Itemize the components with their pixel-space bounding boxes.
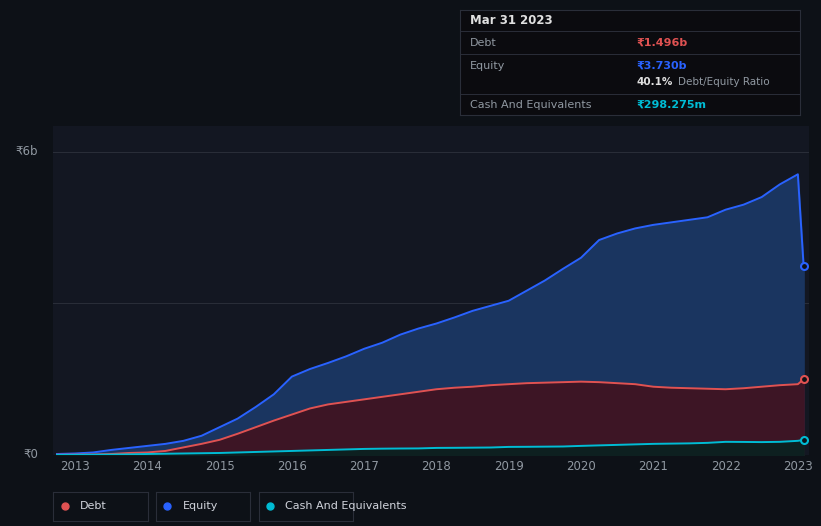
Text: ₹1.496b: ₹1.496b	[637, 37, 688, 47]
Text: ₹298.275m: ₹298.275m	[637, 99, 707, 109]
Text: ₹6b: ₹6b	[16, 145, 39, 158]
Text: Equity: Equity	[182, 501, 218, 511]
Text: Cash And Equivalents: Cash And Equivalents	[285, 501, 406, 511]
Text: Debt: Debt	[470, 37, 497, 47]
Text: ₹0: ₹0	[23, 449, 39, 461]
Text: Mar 31 2023: Mar 31 2023	[470, 14, 553, 27]
Text: Equity: Equity	[470, 60, 506, 70]
Text: Debt: Debt	[80, 501, 107, 511]
Text: Cash And Equivalents: Cash And Equivalents	[470, 99, 592, 109]
Text: Debt/Equity Ratio: Debt/Equity Ratio	[677, 77, 769, 87]
Text: 40.1%: 40.1%	[637, 77, 673, 87]
Text: ₹3.730b: ₹3.730b	[637, 60, 687, 70]
